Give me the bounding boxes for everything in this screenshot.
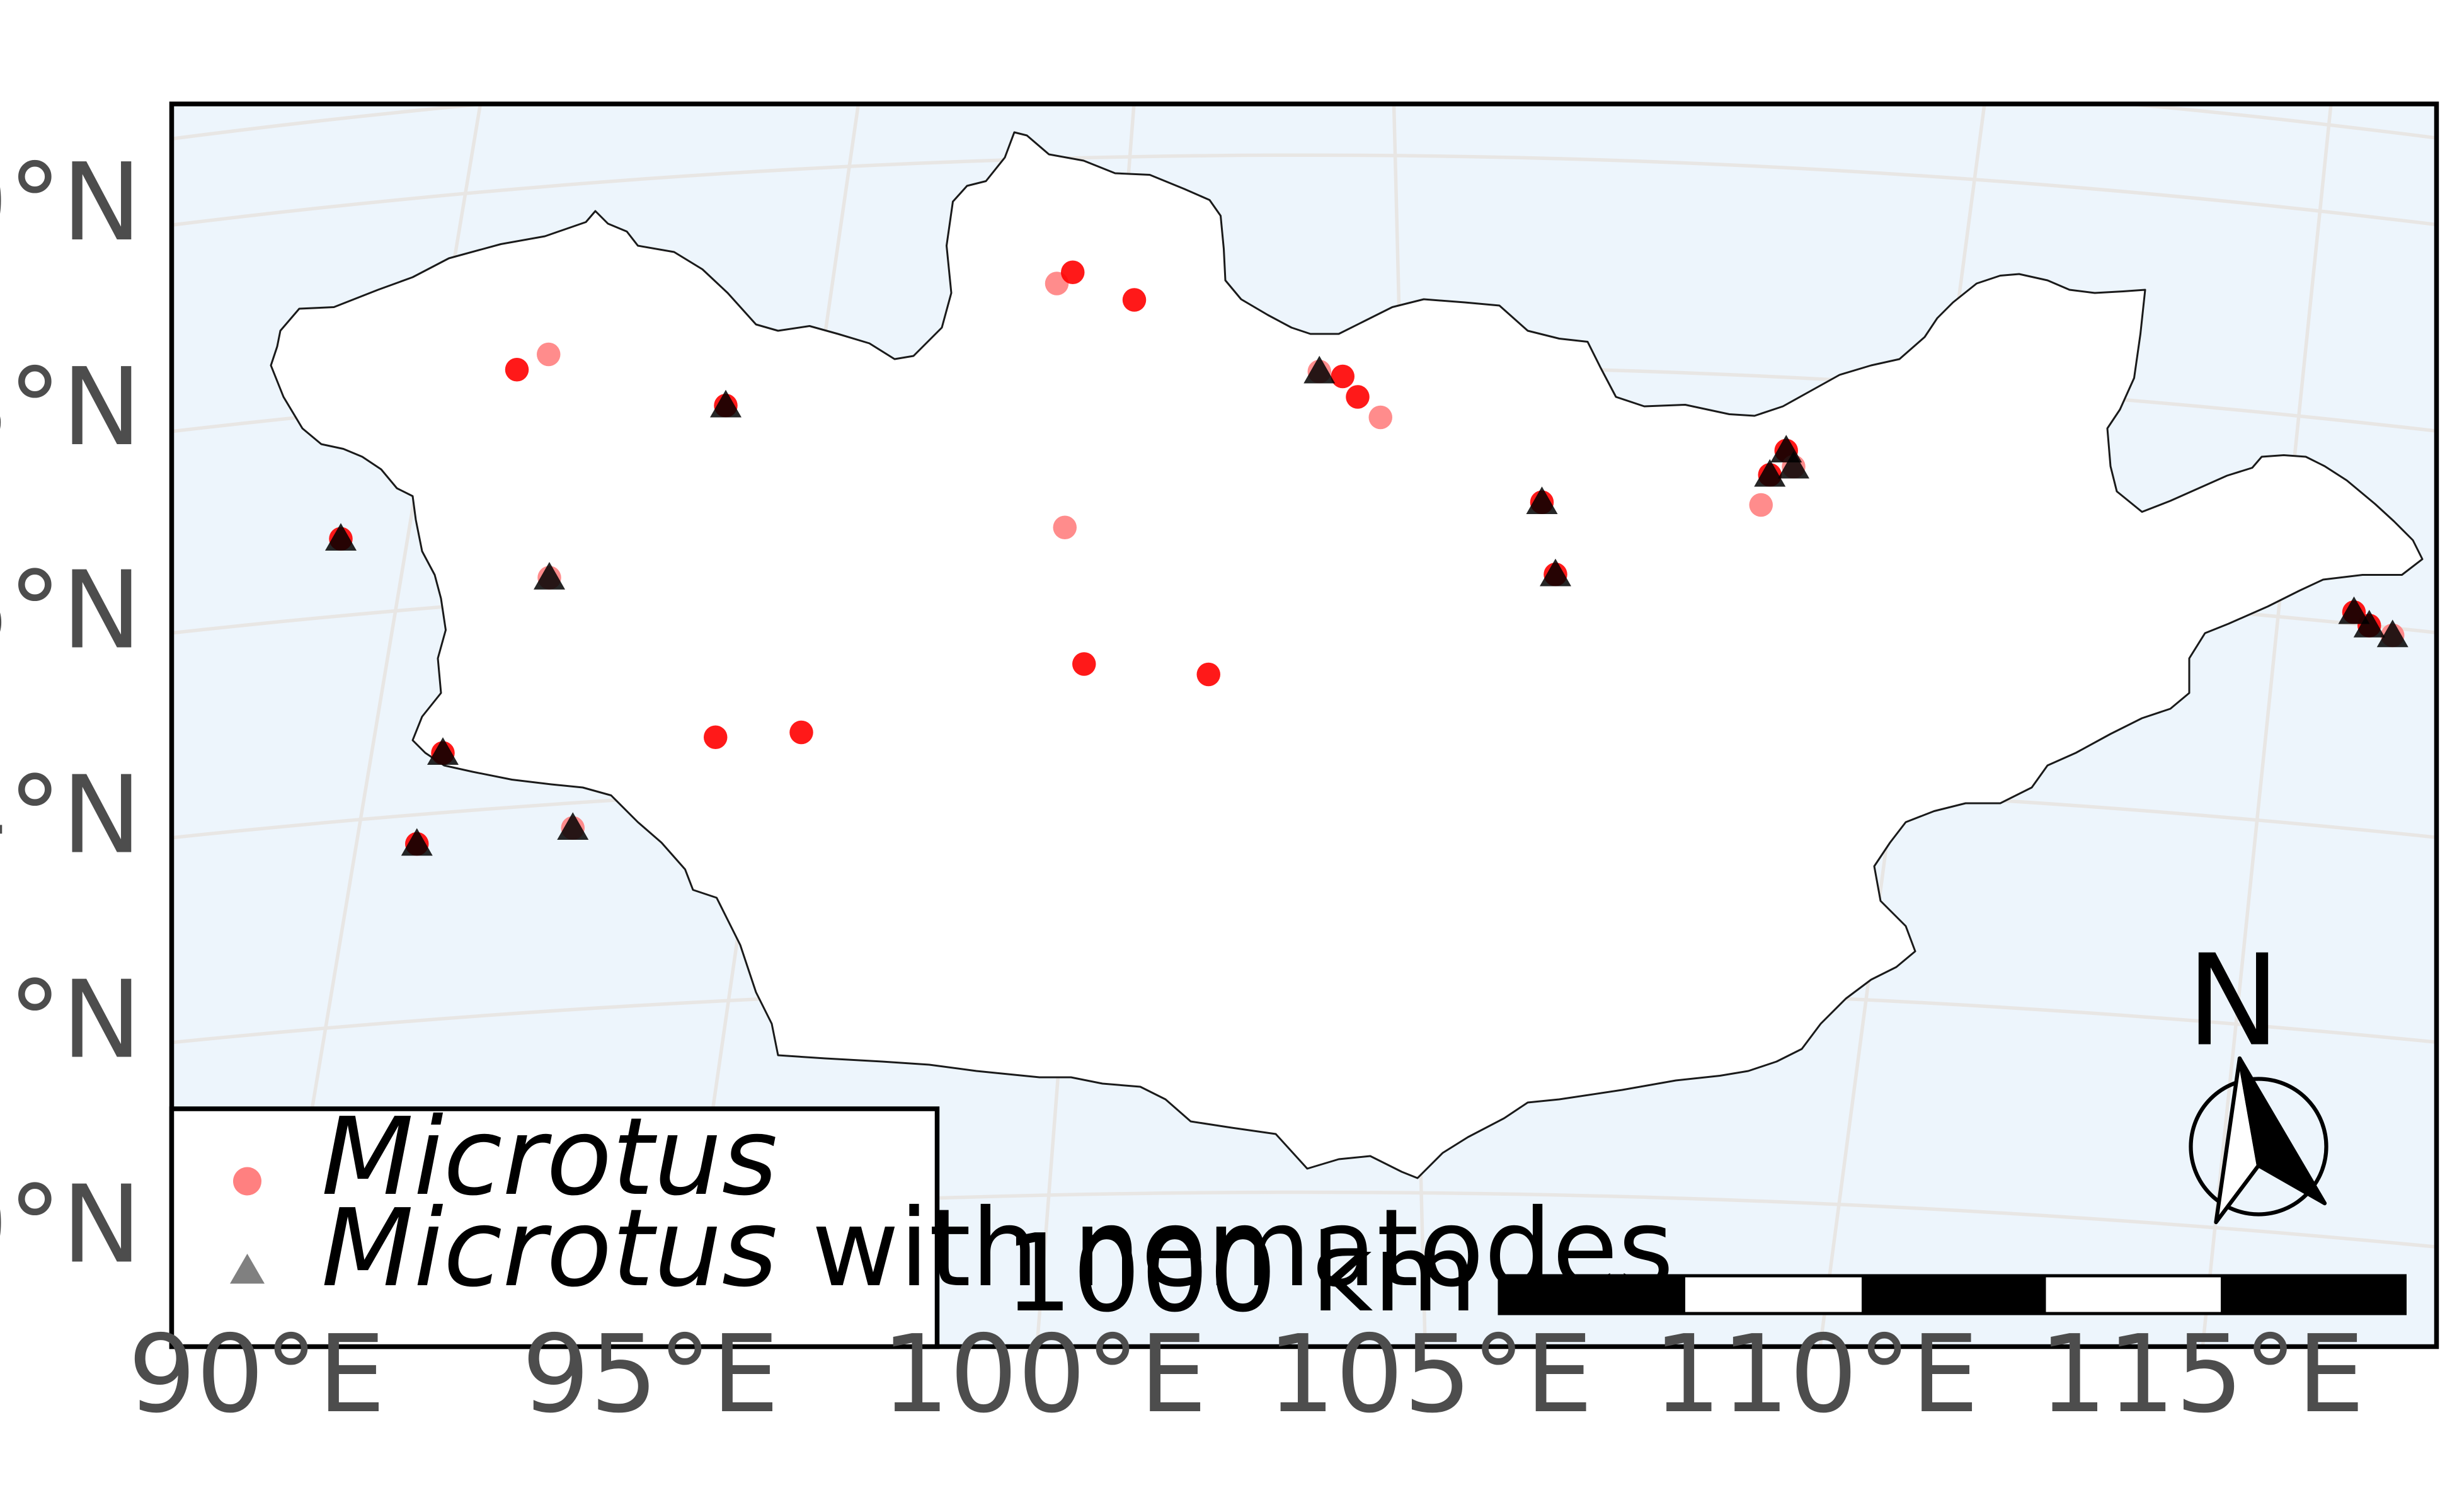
nematode-point bbox=[325, 523, 357, 551]
scale-label: 1000 km bbox=[1004, 1211, 1477, 1336]
microtus-point bbox=[1061, 260, 1085, 284]
nematode-point bbox=[2353, 610, 2385, 638]
nematode-point bbox=[1754, 459, 1786, 487]
x-tick-105: 105°E bbox=[1268, 1312, 1593, 1437]
microtus-point bbox=[505, 358, 529, 382]
microtus-point bbox=[1368, 405, 1392, 430]
x-axis-ticks: 90°E 95°E 100°E 105°E 110°E 115°E bbox=[128, 1312, 2364, 1437]
compass-circle bbox=[2189, 1077, 2328, 1217]
y-tick-46: 46°N bbox=[0, 549, 142, 673]
nematode-point bbox=[1540, 558, 1571, 587]
scale-segment-1 bbox=[1499, 1276, 1684, 1314]
microtus-point bbox=[1053, 515, 1077, 539]
scale-segment-4 bbox=[2042, 1274, 2224, 1315]
microtus-point bbox=[1331, 364, 1354, 389]
nematode-point bbox=[1303, 355, 1336, 384]
y-tick-40: 40°N bbox=[0, 1163, 142, 1288]
nematode-point bbox=[534, 562, 565, 590]
microtus-point bbox=[1122, 288, 1147, 312]
scale-segment-3 bbox=[1863, 1276, 2044, 1314]
legend-label-microtus: Microtus bbox=[321, 1095, 777, 1220]
nematode-point bbox=[710, 389, 742, 418]
legend-circle-symbol bbox=[233, 1167, 261, 1196]
nematode-point bbox=[1526, 486, 1558, 514]
nematode-point bbox=[2338, 596, 2370, 624]
nematode-point bbox=[427, 737, 459, 765]
scale-segment-5 bbox=[2222, 1276, 2405, 1314]
microtus-point bbox=[537, 342, 561, 367]
microtus-point bbox=[1196, 662, 1220, 687]
nematode-points bbox=[325, 355, 2408, 856]
microtus-point bbox=[1072, 652, 1096, 676]
scale-frame bbox=[1498, 1274, 2407, 1315]
microtus-point bbox=[704, 725, 728, 749]
microtus-point bbox=[789, 720, 813, 745]
microtus-point bbox=[1346, 385, 1370, 409]
y-tick-44: 44°N bbox=[0, 753, 142, 878]
nematode-point bbox=[401, 828, 433, 856]
y-tick-42: 42°N bbox=[0, 958, 142, 1083]
y-axis-ticks: 50°N 48°N 46°N 44°N 42°N 40°N bbox=[0, 140, 142, 1288]
north-arrow: N bbox=[2186, 928, 2328, 1225]
legend-box bbox=[169, 1106, 940, 1349]
x-tick-110: 110°E bbox=[1653, 1312, 1979, 1437]
microtus-point bbox=[1749, 493, 1773, 517]
x-tick-100: 100°E bbox=[881, 1312, 1207, 1437]
x-tick-90: 90°E bbox=[128, 1312, 386, 1437]
legend-triangle-symbol bbox=[230, 1254, 265, 1284]
compass-needle-black bbox=[2237, 1056, 2327, 1206]
north-label: N bbox=[2186, 928, 2281, 1075]
nematode-point bbox=[1778, 450, 1809, 479]
scale-bar: 1000 km bbox=[1004, 1211, 2407, 1336]
nematode-point bbox=[557, 812, 589, 840]
y-tick-50: 50°N bbox=[0, 140, 142, 265]
map-border bbox=[169, 101, 2439, 1349]
x-tick-115: 115°E bbox=[2039, 1312, 2365, 1437]
x-tick-95: 95°E bbox=[522, 1312, 779, 1437]
mongolia-outline bbox=[270, 131, 2424, 1179]
nematode-point bbox=[2376, 619, 2408, 648]
scale-segment-2 bbox=[1682, 1274, 1865, 1315]
y-tick-48: 48°N bbox=[0, 345, 142, 470]
